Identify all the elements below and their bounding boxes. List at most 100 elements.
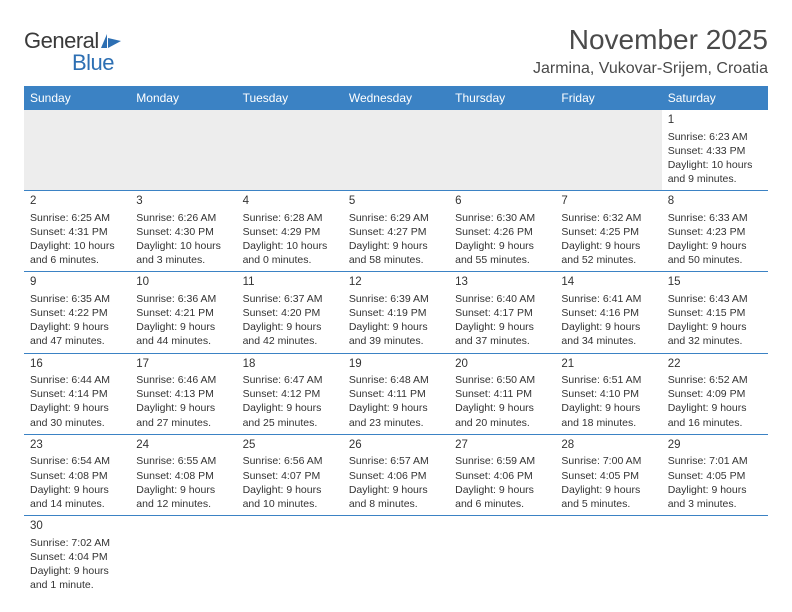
calendar-cell: 7Sunrise: 6:32 AMSunset: 4:25 PMDaylight… bbox=[555, 191, 661, 272]
daylight-text: Daylight: 9 hours and 37 minutes. bbox=[455, 320, 549, 348]
calendar-cell: 24Sunrise: 6:55 AMSunset: 4:08 PMDayligh… bbox=[130, 434, 236, 515]
daylight-text: Daylight: 9 hours and 47 minutes. bbox=[30, 320, 124, 348]
sunrise-text: Sunrise: 6:33 AM bbox=[668, 211, 762, 225]
day-number: 20 bbox=[455, 357, 549, 373]
sunset-text: Sunset: 4:11 PM bbox=[455, 387, 549, 401]
sunrise-text: Sunrise: 6:40 AM bbox=[455, 292, 549, 306]
sunset-text: Sunset: 4:26 PM bbox=[455, 225, 549, 239]
sunrise-text: Sunrise: 6:32 AM bbox=[561, 211, 655, 225]
calendar-cell: 21Sunrise: 6:51 AMSunset: 4:10 PMDayligh… bbox=[555, 353, 661, 434]
calendar-header: SundayMondayTuesdayWednesdayThursdayFrid… bbox=[24, 86, 768, 110]
calendar-cell: 19Sunrise: 6:48 AMSunset: 4:11 PMDayligh… bbox=[343, 353, 449, 434]
daylight-text: Daylight: 9 hours and 55 minutes. bbox=[455, 239, 549, 267]
calendar-cell: 10Sunrise: 6:36 AMSunset: 4:21 PMDayligh… bbox=[130, 272, 236, 353]
title-block: November 2025 Jarmina, Vukovar-Srijem, C… bbox=[533, 24, 768, 78]
sunrise-text: Sunrise: 6:50 AM bbox=[455, 373, 549, 387]
calendar-cell bbox=[237, 516, 343, 597]
sunrise-text: Sunrise: 6:39 AM bbox=[349, 292, 443, 306]
calendar-cell: 23Sunrise: 6:54 AMSunset: 4:08 PMDayligh… bbox=[24, 434, 130, 515]
daylight-text: Daylight: 9 hours and 44 minutes. bbox=[136, 320, 230, 348]
daylight-text: Daylight: 9 hours and 20 minutes. bbox=[455, 401, 549, 429]
sunset-text: Sunset: 4:09 PM bbox=[668, 387, 762, 401]
daylight-text: Daylight: 10 hours and 0 minutes. bbox=[243, 239, 337, 267]
calendar-cell: 13Sunrise: 6:40 AMSunset: 4:17 PMDayligh… bbox=[449, 272, 555, 353]
daylight-text: Daylight: 9 hours and 39 minutes. bbox=[349, 320, 443, 348]
day-number: 14 bbox=[561, 275, 655, 291]
sunrise-text: Sunrise: 6:54 AM bbox=[30, 454, 124, 468]
calendar-cell bbox=[555, 516, 661, 597]
day-number: 10 bbox=[136, 275, 230, 291]
daylight-text: Daylight: 9 hours and 14 minutes. bbox=[30, 483, 124, 511]
sunset-text: Sunset: 4:12 PM bbox=[243, 387, 337, 401]
day-number: 1 bbox=[668, 113, 762, 129]
day-number: 7 bbox=[561, 194, 655, 210]
calendar-cell bbox=[449, 516, 555, 597]
daylight-text: Daylight: 10 hours and 9 minutes. bbox=[668, 158, 762, 186]
sunset-text: Sunset: 4:11 PM bbox=[349, 387, 443, 401]
calendar-cell: 6Sunrise: 6:30 AMSunset: 4:26 PMDaylight… bbox=[449, 191, 555, 272]
daylight-text: Daylight: 10 hours and 6 minutes. bbox=[30, 239, 124, 267]
calendar-cell: 20Sunrise: 6:50 AMSunset: 4:11 PMDayligh… bbox=[449, 353, 555, 434]
daylight-text: Daylight: 9 hours and 27 minutes. bbox=[136, 401, 230, 429]
sunrise-text: Sunrise: 6:26 AM bbox=[136, 211, 230, 225]
day-number: 25 bbox=[243, 438, 337, 454]
sunset-text: Sunset: 4:16 PM bbox=[561, 306, 655, 320]
sunrise-text: Sunrise: 6:28 AM bbox=[243, 211, 337, 225]
daylight-text: Daylight: 9 hours and 12 minutes. bbox=[136, 483, 230, 511]
daylight-text: Daylight: 9 hours and 58 minutes. bbox=[349, 239, 443, 267]
sunrise-text: Sunrise: 6:57 AM bbox=[349, 454, 443, 468]
calendar-row: 23Sunrise: 6:54 AMSunset: 4:08 PMDayligh… bbox=[24, 434, 768, 515]
sunset-text: Sunset: 4:21 PM bbox=[136, 306, 230, 320]
daylight-text: Daylight: 9 hours and 5 minutes. bbox=[561, 483, 655, 511]
daylight-text: Daylight: 9 hours and 16 minutes. bbox=[668, 401, 762, 429]
sunset-text: Sunset: 4:33 PM bbox=[668, 144, 762, 158]
calendar-cell bbox=[662, 516, 768, 597]
calendar-cell: 4Sunrise: 6:28 AMSunset: 4:29 PMDaylight… bbox=[237, 191, 343, 272]
day-number: 29 bbox=[668, 438, 762, 454]
sunrise-text: Sunrise: 6:43 AM bbox=[668, 292, 762, 306]
calendar-cell: 1Sunrise: 6:23 AMSunset: 4:33 PMDaylight… bbox=[662, 110, 768, 191]
sunrise-text: Sunrise: 6:56 AM bbox=[243, 454, 337, 468]
calendar-row: 16Sunrise: 6:44 AMSunset: 4:14 PMDayligh… bbox=[24, 353, 768, 434]
day-number: 16 bbox=[30, 357, 124, 373]
sunset-text: Sunset: 4:15 PM bbox=[668, 306, 762, 320]
sunset-text: Sunset: 4:10 PM bbox=[561, 387, 655, 401]
calendar-cell: 30Sunrise: 7:02 AMSunset: 4:04 PMDayligh… bbox=[24, 516, 130, 597]
sunset-text: Sunset: 4:25 PM bbox=[561, 225, 655, 239]
location: Jarmina, Vukovar-Srijem, Croatia bbox=[533, 60, 768, 78]
calendar-cell: 3Sunrise: 6:26 AMSunset: 4:30 PMDaylight… bbox=[130, 191, 236, 272]
calendar-cell bbox=[130, 110, 236, 191]
sunrise-text: Sunrise: 6:51 AM bbox=[561, 373, 655, 387]
sunrise-text: Sunrise: 6:47 AM bbox=[243, 373, 337, 387]
header: General Blue November 2025 Jarmina, Vuko… bbox=[24, 24, 768, 78]
daylight-text: Daylight: 9 hours and 8 minutes. bbox=[349, 483, 443, 511]
day-number: 18 bbox=[243, 357, 337, 373]
sunrise-text: Sunrise: 6:55 AM bbox=[136, 454, 230, 468]
day-number: 24 bbox=[136, 438, 230, 454]
calendar-cell: 12Sunrise: 6:39 AMSunset: 4:19 PMDayligh… bbox=[343, 272, 449, 353]
day-number: 22 bbox=[668, 357, 762, 373]
sunset-text: Sunset: 4:06 PM bbox=[455, 469, 549, 483]
sunrise-text: Sunrise: 6:44 AM bbox=[30, 373, 124, 387]
sunrise-text: Sunrise: 7:00 AM bbox=[561, 454, 655, 468]
daylight-text: Daylight: 9 hours and 42 minutes. bbox=[243, 320, 337, 348]
day-number: 6 bbox=[455, 194, 549, 210]
day-header: Friday bbox=[555, 86, 661, 110]
flag-icon bbox=[101, 34, 121, 48]
sunset-text: Sunset: 4:19 PM bbox=[349, 306, 443, 320]
calendar-cell: 11Sunrise: 6:37 AMSunset: 4:20 PMDayligh… bbox=[237, 272, 343, 353]
sunrise-text: Sunrise: 6:52 AM bbox=[668, 373, 762, 387]
calendar-body: 1Sunrise: 6:23 AMSunset: 4:33 PMDaylight… bbox=[24, 110, 768, 596]
daylight-text: Daylight: 9 hours and 3 minutes. bbox=[668, 483, 762, 511]
sunrise-text: Sunrise: 7:02 AM bbox=[30, 536, 124, 550]
calendar-cell: 15Sunrise: 6:43 AMSunset: 4:15 PMDayligh… bbox=[662, 272, 768, 353]
day-number: 26 bbox=[349, 438, 443, 454]
day-number: 15 bbox=[668, 275, 762, 291]
sunset-text: Sunset: 4:27 PM bbox=[349, 225, 443, 239]
sunset-text: Sunset: 4:23 PM bbox=[668, 225, 762, 239]
day-header: Wednesday bbox=[343, 86, 449, 110]
sunrise-text: Sunrise: 6:23 AM bbox=[668, 130, 762, 144]
daylight-text: Daylight: 9 hours and 18 minutes. bbox=[561, 401, 655, 429]
day-number: 17 bbox=[136, 357, 230, 373]
daylight-text: Daylight: 9 hours and 25 minutes. bbox=[243, 401, 337, 429]
